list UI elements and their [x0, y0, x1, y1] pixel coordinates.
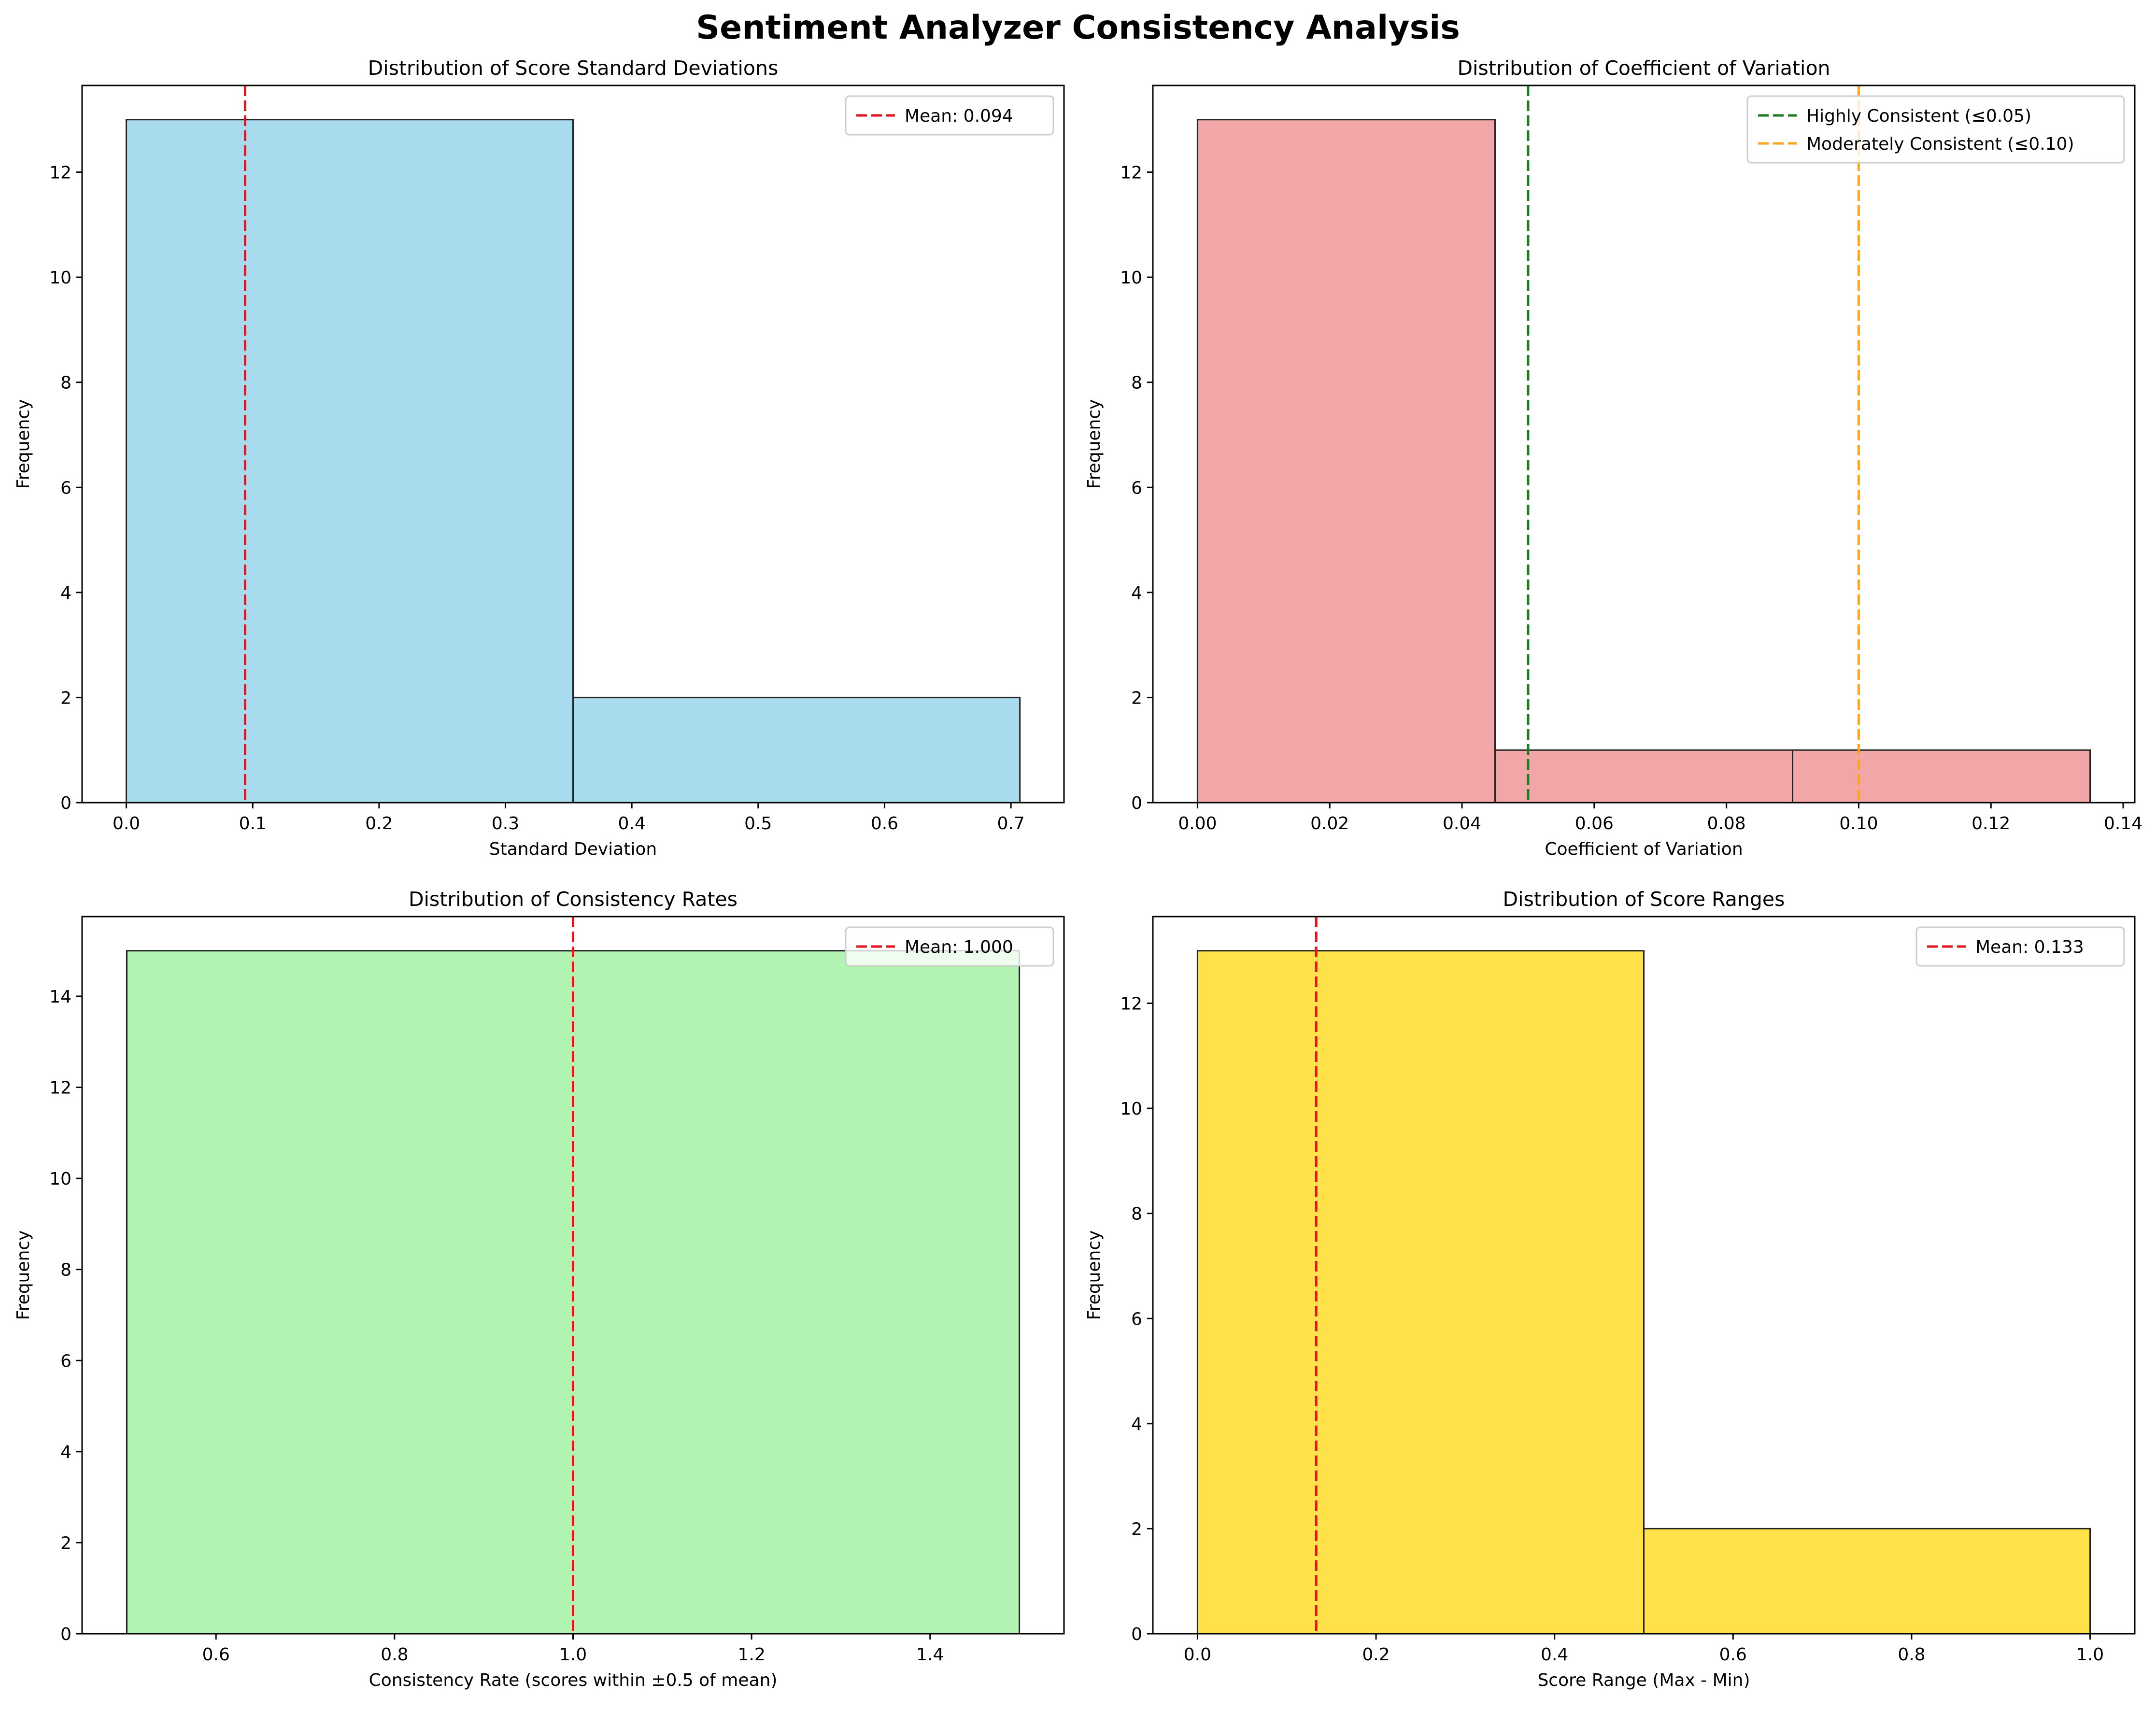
x-tick-label: 1.0 [2076, 1645, 2104, 1665]
y-tick-label: 4 [1131, 1414, 1142, 1434]
x-tick-label: 0.3 [492, 814, 519, 834]
legend-box [845, 95, 1054, 136]
y-tick-label: 8 [1131, 373, 1142, 393]
x-tick-label: 0.5 [744, 814, 772, 834]
y-tick-label: 4 [1131, 583, 1142, 603]
x-tick-label: 0.4 [1541, 1645, 1568, 1665]
legend-label: Mean: 0.094 [905, 106, 1013, 126]
legend-label: Highly Consistent (≤0.05) [1806, 106, 2031, 126]
panel-title: Distribution of Coefficient of Variation [1457, 57, 1830, 80]
x-axis-label: Score Range (Max - Min) [1537, 1670, 1750, 1690]
axes-frame [1152, 85, 2136, 804]
y-tick-label: 10 [1120, 1099, 1142, 1119]
y-axis-label: Frequency [1084, 1230, 1104, 1320]
panel-coefficient-variation: 0.00 0.02 0.04 0.06 0.08 0.10 0.12 0.14 0 2 4 6 8 10 1… [1084, 57, 2142, 859]
x-axis-label: Standard Deviation [489, 839, 657, 859]
legend-box [1915, 926, 2125, 967]
panel-title: Distribution of Consistency Rates [409, 888, 738, 911]
x-tick-label: 0.14 [2104, 814, 2142, 834]
x-tick-label: 0.6 [1719, 1645, 1747, 1665]
histogram-bar-1 [126, 119, 574, 804]
y-tick-label: 0 [60, 793, 71, 813]
y-tick-label: 12 [1120, 994, 1142, 1014]
y-tick-label: 0 [1131, 1625, 1142, 1644]
legend-box [845, 926, 1054, 967]
y-tick-label: 6 [1131, 478, 1142, 498]
x-tick-label: 0.1 [239, 814, 267, 834]
x-axis-label: Coefficient of Variation [1545, 839, 1743, 859]
legend-label: Mean: 1.000 [905, 937, 1013, 957]
x-tick-label: 0.00 [1178, 814, 1217, 834]
x-tick-label: 0.6 [202, 1645, 230, 1665]
axes-frame [1152, 916, 2136, 1635]
figure-suptitle: Sentiment Analyzer Consistency Analysis [696, 9, 1460, 47]
y-axis-label: Frequency [14, 399, 33, 489]
y-tick-label: 2 [1131, 1519, 1142, 1539]
histogram-bar-2 [1643, 1527, 2091, 1635]
y-tick-label: 4 [60, 583, 71, 603]
y-axis-label: Frequency [1084, 399, 1104, 489]
y-tick-label: 12 [1120, 163, 1142, 183]
y-tick-label: 10 [1120, 268, 1142, 288]
x-tick-label: 0.04 [1443, 814, 1481, 834]
x-tick-label: 0.2 [1362, 1645, 1390, 1665]
y-tick-label: 6 [60, 478, 71, 498]
panel-consistency-rate: 0.6 0.8 1.0 1.2 1.4 0 2 4 6 8 10 12 14 Distribution o… [14, 888, 1065, 1690]
y-tick-label: 14 [49, 987, 71, 1007]
y-axis-label: Frequency [14, 1230, 33, 1320]
x-tick-label: 0.08 [1707, 814, 1746, 834]
x-tick-label: 0.4 [618, 814, 646, 834]
x-tick-label: 0.8 [381, 1645, 408, 1665]
x-tick-label: 0.8 [1898, 1645, 1925, 1665]
y-tick-label: 8 [60, 373, 71, 393]
histogram-bar-1 [1196, 950, 1645, 1635]
x-tick-label: 0.6 [871, 814, 898, 834]
legend: Highly Consistent (≤0.05) Moderately Cons… [1746, 95, 2125, 164]
histogram-bar-3 [1792, 749, 2091, 804]
y-tick-label: 2 [1131, 688, 1142, 708]
panel-title: Distribution of Score Ranges [1503, 888, 1785, 911]
y-tick-label: 12 [49, 163, 71, 183]
histogram-bar-2 [572, 696, 1021, 804]
y-tick-label: 10 [49, 268, 71, 288]
legend: Mean: 0.133 [1915, 926, 2125, 967]
x-tick-label: 1.2 [738, 1645, 766, 1665]
x-tick-label: 0.7 [997, 814, 1024, 834]
legend: Mean: 0.094 [845, 95, 1054, 136]
histogram-bar-1 [1196, 119, 1496, 804]
x-tick-label: 0.10 [1839, 814, 1878, 834]
histogram-bar-2 [1494, 749, 1794, 804]
y-tick-label: 2 [60, 1533, 71, 1553]
y-tick-label: 2 [60, 688, 71, 708]
x-tick-label: 0.02 [1310, 814, 1349, 834]
x-axis-label: Consistency Rate (scores within ±0.5 of … [369, 1670, 778, 1690]
y-tick-label: 12 [49, 1078, 71, 1098]
y-tick-label: 4 [60, 1442, 71, 1462]
y-tick-label: 0 [1131, 793, 1142, 813]
panel-score-range: 0.0 0.2 0.4 0.6 0.8 1.0 0 2 4 6 8 10 12 Distribution … [1084, 888, 2136, 1690]
x-tick-label: 0.12 [1972, 814, 2010, 834]
axes-frame [81, 85, 1065, 804]
x-tick-label: 1.4 [916, 1645, 944, 1665]
y-tick-label: 0 [60, 1625, 71, 1644]
panel-title: Distribution of Score Standard Deviation… [368, 57, 779, 80]
y-tick-label: 6 [60, 1351, 71, 1371]
x-tick-label: 0.2 [365, 814, 393, 834]
x-tick-label: 1.0 [559, 1645, 587, 1665]
y-tick-label: 6 [1131, 1309, 1142, 1329]
legend-box [1746, 95, 2125, 164]
x-tick-label: 0.06 [1575, 814, 1614, 834]
legend-label: Moderately Consistent (≤0.10) [1806, 134, 2074, 154]
x-tick-label: 0.0 [1184, 1645, 1211, 1665]
y-tick-label: 8 [1131, 1204, 1142, 1224]
x-tick-label: 0.0 [113, 814, 140, 834]
legend-label: Mean: 0.133 [1975, 937, 2084, 957]
y-tick-label: 10 [49, 1169, 71, 1189]
y-tick-label: 8 [60, 1260, 71, 1280]
legend: Mean: 1.000 [845, 926, 1054, 967]
panel-std-deviation: 0.0 0.1 0.2 0.3 0.4 0.5 0.6 0.7 0 2 4 6 8 10 12 Distrib… [14, 57, 1065, 859]
